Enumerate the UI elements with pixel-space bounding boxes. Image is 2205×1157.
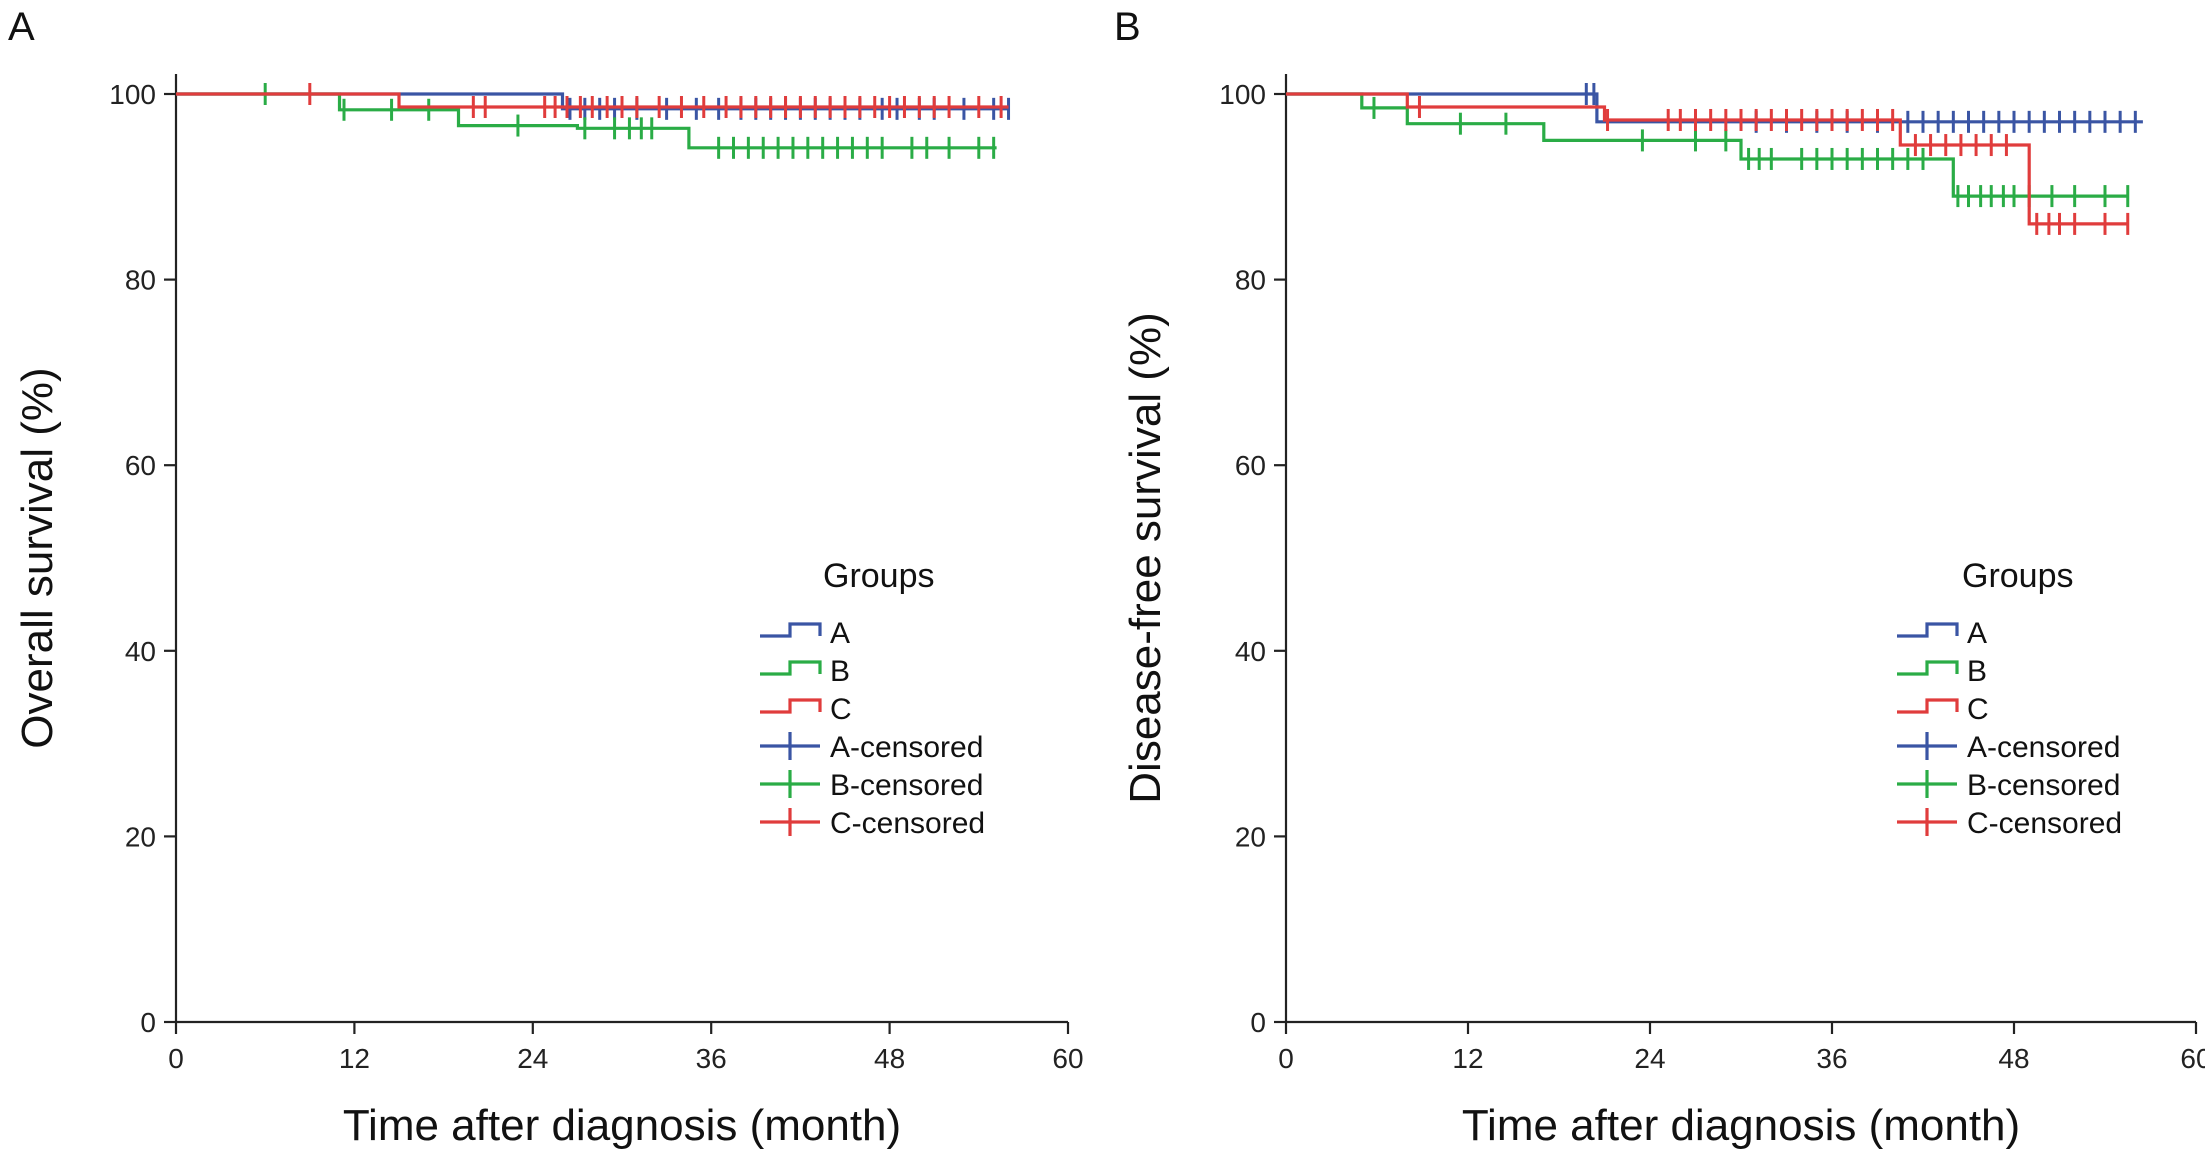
- legend-entry-label: C: [1967, 693, 1989, 726]
- y-tick-label: 100: [109, 79, 156, 110]
- x-tick-label: 48: [1998, 1043, 2029, 1074]
- y-axis-title: Overall survival (%): [13, 367, 62, 748]
- series-c: [176, 83, 1009, 118]
- y-tick-label: 40: [125, 636, 156, 667]
- x-axis-title: Time after diagnosis (month): [343, 1101, 901, 1150]
- x-tick-label: 36: [696, 1043, 727, 1074]
- legend-entry-label: C-censored: [830, 807, 985, 840]
- legend-entry-label: B-censored: [830, 769, 983, 802]
- y-tick-label: 40: [1235, 636, 1266, 667]
- y-tick-label: 20: [125, 821, 156, 852]
- y-axis-title: Disease-free survival (%): [1121, 312, 1170, 803]
- survival-curve-b: [1286, 92, 2128, 198]
- legend-swatch-line: [1897, 660, 1959, 676]
- legend-entry-label: C: [830, 693, 852, 726]
- y-tick-label: 80: [1235, 265, 1266, 296]
- y-tick-label: 100: [1219, 79, 1266, 110]
- legend-swatch-line: [760, 698, 822, 714]
- series-b: [1286, 92, 2130, 208]
- y-tick-label: 60: [1235, 450, 1266, 481]
- legend-entry-label: A: [1967, 617, 1987, 650]
- x-tick-label: 60: [1052, 1043, 1083, 1074]
- legend-entry-label: A-censored: [830, 731, 983, 764]
- y-tick-label: 60: [125, 450, 156, 481]
- x-tick-label: 60: [2180, 1043, 2205, 1074]
- legend: Groups ABC A-censored B-censored C-censored: [760, 557, 985, 840]
- panel-letter: A: [8, 5, 35, 49]
- legend-swatch-line: [1897, 698, 1959, 714]
- y-tick-label: 80: [125, 265, 156, 296]
- x-tick-label: 24: [517, 1043, 548, 1074]
- legend-entry-label: A: [830, 617, 850, 650]
- series-c: [1286, 92, 2130, 235]
- legend: Groups ABC A-censored B-censored C-censored: [1897, 557, 2122, 840]
- x-tick-label: 48: [874, 1043, 905, 1074]
- x-tick-label: 36: [1816, 1043, 1847, 1074]
- x-tick-label: 0: [168, 1043, 184, 1074]
- x-tick-label: 12: [339, 1043, 370, 1074]
- legend-entry-label: B: [1967, 655, 1987, 688]
- legend-title: Groups: [1962, 557, 2074, 595]
- legend-entry-label: B-censored: [1967, 769, 2120, 802]
- legend-swatch-line: [760, 660, 822, 676]
- legend-entry-label: C-censored: [1967, 807, 2122, 840]
- series-b: [176, 83, 997, 159]
- legend-entry-label: A-censored: [1967, 731, 2120, 764]
- legend-entry-label: B: [830, 655, 850, 688]
- survival-curve-c: [1286, 92, 2128, 226]
- panel-letter: B: [1114, 5, 1141, 49]
- x-axis-title: Time after diagnosis (month): [1462, 1101, 2020, 1150]
- legend-swatch-line: [760, 622, 822, 638]
- legend-swatch-line: [1897, 622, 1959, 638]
- y-tick-label: 0: [140, 1007, 156, 1038]
- x-tick-label: 24: [1634, 1043, 1665, 1074]
- y-tick-label: 0: [1250, 1007, 1266, 1038]
- panel-a-overall-survival: A 0 20 40 60 80 100 0 12 24 36 48 60 Time after diagn…: [8, 5, 1084, 1150]
- x-tick-label: 0: [1278, 1043, 1294, 1074]
- y-tick-label: 20: [1235, 821, 1266, 852]
- panel-b-disease-free-survival: B 0 20 40 60 80 100 0 12 24 36 48 60 Time after diagn…: [1114, 5, 2205, 1150]
- x-tick-label: 12: [1452, 1043, 1483, 1074]
- legend-title: Groups: [823, 557, 935, 595]
